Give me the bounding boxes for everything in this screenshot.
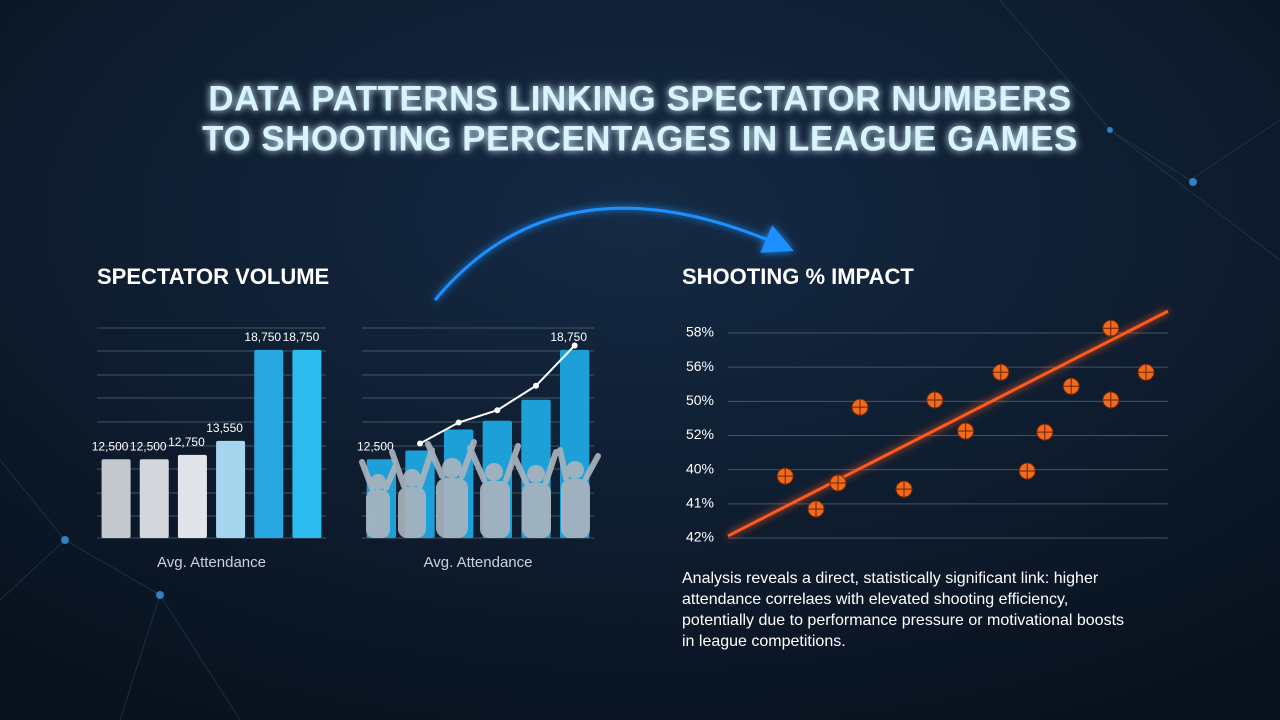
description-line: potentially due to performance pressure …	[682, 612, 1124, 629]
bar	[177, 454, 207, 538]
network-nodes	[61, 127, 1197, 599]
title-line: TO SHOOTING PERCENTAGES IN LEAGUE GAMES	[202, 119, 1078, 158]
title-line: DATA PATTERNS LINKING SPECTATOR NUMBERS	[208, 79, 1071, 118]
value-label: 12,500	[130, 439, 167, 453]
value-label: 18,750	[283, 330, 320, 344]
section-heading: SPECTATOR VOLUME	[97, 264, 329, 289]
value-label: 13,550	[206, 421, 243, 435]
flow-arrow	[433, 206, 794, 301]
y-tick-label: 52%	[686, 426, 714, 442]
ball-seam	[1102, 320, 1119, 337]
ball-seam	[1019, 463, 1036, 480]
description-line: in league competitions.	[682, 633, 846, 650]
bar	[101, 459, 131, 538]
y-tick-label: 41%	[686, 495, 714, 511]
x-axis-label: Avg. Attendance	[157, 554, 266, 571]
ball-seam	[808, 500, 824, 517]
y-tick-label: 50%	[686, 392, 714, 408]
line-point	[571, 342, 578, 349]
section-heading: SHOOTING % IMPACT	[682, 264, 914, 289]
value-label: 12,500	[357, 439, 394, 453]
ball-seam	[777, 468, 794, 485]
crowd-silhouette	[359, 439, 601, 538]
ball-seam	[830, 474, 846, 491]
value-label: 18,750	[244, 330, 281, 344]
trend-line	[727, 309, 1169, 538]
ball-seam	[1063, 378, 1080, 395]
ball-seam	[1036, 424, 1053, 441]
line-point	[455, 419, 462, 426]
ball-seam	[852, 399, 868, 416]
line-point	[494, 407, 501, 414]
value-label: 12,500	[92, 439, 129, 453]
y-tick-label: 40%	[686, 460, 714, 476]
bar	[139, 459, 169, 538]
ball-seam	[1102, 391, 1119, 408]
description-line: Analysis reveals a direct, statistically…	[682, 570, 1099, 587]
ball-seam	[957, 423, 974, 440]
ball-seam	[1138, 364, 1154, 381]
ball-seam	[926, 391, 943, 408]
ball-seam	[992, 364, 1009, 381]
value-label: 18,750	[550, 330, 587, 344]
value-label: 12,750	[168, 435, 205, 449]
line-point	[533, 382, 539, 389]
x-axis-label: Avg. Attendance	[424, 554, 533, 571]
description-line: attendance correlaes with elevated shoot…	[682, 591, 1068, 608]
y-tick-label: 56%	[686, 358, 714, 374]
bar	[254, 349, 284, 538]
bar	[292, 349, 322, 538]
line-point	[417, 440, 423, 447]
ball-seam	[896, 481, 912, 498]
y-tick-label: 42%	[686, 529, 714, 545]
bar	[216, 440, 246, 538]
y-tick-label: 58%	[686, 324, 714, 340]
